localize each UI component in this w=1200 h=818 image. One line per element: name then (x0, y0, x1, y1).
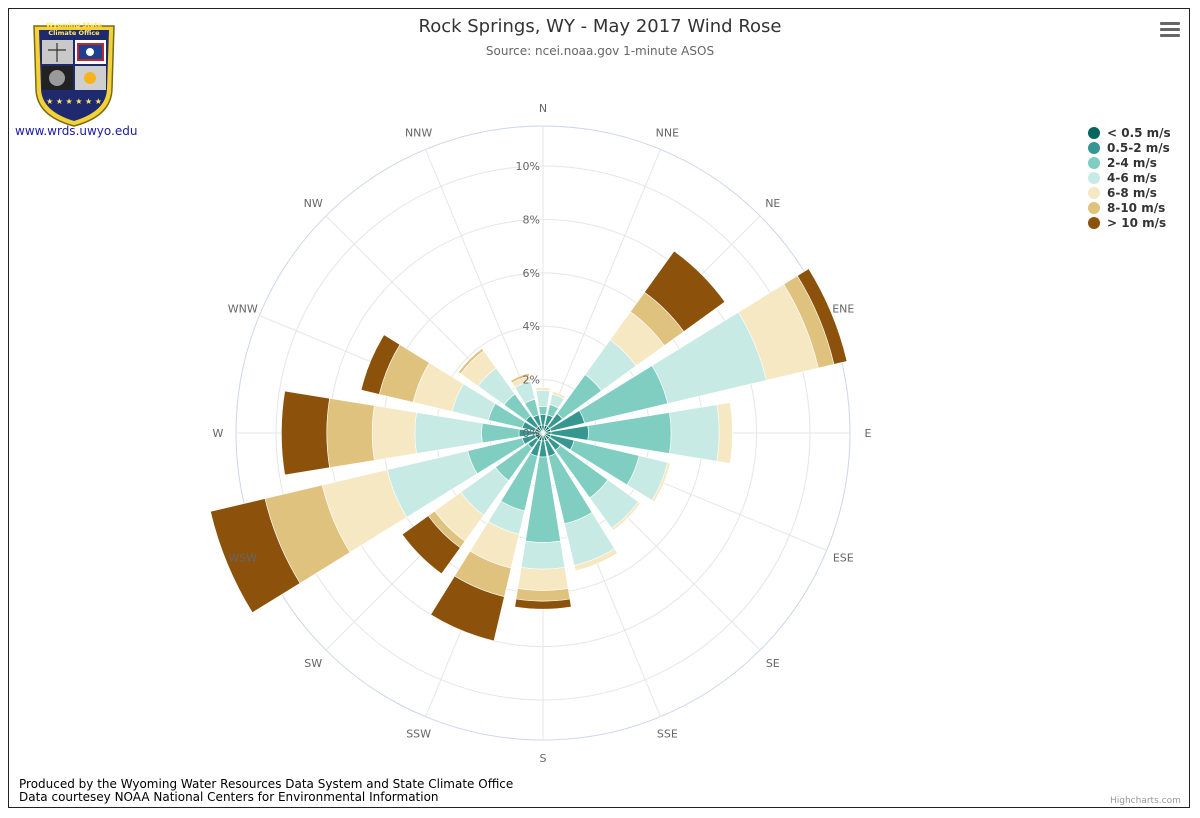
radial-tick-label: 2% (523, 374, 540, 387)
footer-credit-line-2: Data courtesey NOAA National Centers for… (19, 790, 439, 804)
wrds-website-link[interactable]: www.wrds.uwyo.edu (15, 124, 138, 138)
direction-label-SSE: SSE (657, 727, 678, 740)
svg-text:★ ★ ★ ★ ★ ★: ★ ★ ★ ★ ★ ★ (46, 97, 102, 106)
direction-label-WSW: WSW (228, 551, 257, 564)
grid-spoke (542, 149, 661, 434)
bar-WSW-series-6 (210, 498, 301, 614)
bar-N-series-3 (535, 389, 551, 407)
direction-label-NNW: NNW (405, 127, 432, 140)
legend-label: 2-4 m/s (1107, 155, 1157, 170)
bar-NNW-series-5 (510, 372, 530, 384)
direction-label-WNW: WNW (228, 303, 258, 316)
legend: < 0.5 m/s 0.5-2 m/s 2-4 m/s 4-6 m/s 6-8 m/s 8… (1088, 125, 1188, 230)
legend-label: 0.5-2 m/s (1107, 140, 1170, 155)
legend-label: > 10 m/s (1107, 215, 1167, 230)
direction-label-NW: NW (304, 197, 323, 210)
direction-labels: N NNE NE ENE E ESE SE SSE S SSW SW WSW W WNW NW NNW (213, 102, 872, 765)
legend-item-6[interactable]: > 10 m/s (1088, 215, 1188, 230)
bar-NW-series-5 (458, 348, 485, 375)
wyoming-climate-office-logo: Wyoming State Climate Office ★ ★ ★ ★ ★ ★ (33, 21, 115, 127)
legend-color-dot-icon (1088, 171, 1100, 184)
hamburger-menu-icon[interactable] (1158, 20, 1182, 40)
legend-label: 6-8 m/s (1107, 185, 1157, 200)
bar-SW-series-6 (401, 515, 461, 575)
legend-color-dot-icon (1088, 156, 1100, 169)
direction-label-S: S (540, 752, 547, 765)
legend-label: 8-10 m/s (1107, 200, 1166, 215)
bar-WNW-series-6 (360, 334, 401, 395)
direction-label-SW: SW (304, 657, 322, 670)
direction-label-N: N (539, 102, 547, 115)
legend-color-dot-icon (1088, 201, 1100, 214)
radial-tick-label: 0% (523, 427, 540, 440)
legend-item-3[interactable]: 4-6 m/s (1088, 170, 1188, 185)
highcharts-credits-link[interactable]: Highcharts.com (1110, 796, 1181, 806)
direction-label-ESE: ESE (833, 551, 854, 564)
bar-SSW-series-6 (430, 575, 505, 642)
legend-color-dot-icon (1088, 141, 1100, 154)
bar-S-series-6 (514, 598, 572, 610)
bar-ENE-series-6 (796, 268, 848, 365)
legend-color-dot-icon (1088, 186, 1100, 199)
legend-color-dot-icon (1088, 126, 1100, 139)
footer-credit-line-1: Produced by the Wyoming Water Resources … (19, 777, 514, 791)
bar-S-series-5 (515, 588, 571, 602)
radial-tick-label: 10% (516, 160, 540, 173)
direction-label-SE: SE (766, 657, 780, 670)
chart-subtitle: Source: ncei.noaa.gov 1-minute ASOS (485, 44, 715, 58)
radial-tick-label: 6% (523, 267, 540, 280)
direction-label-SSW: SSW (406, 727, 431, 740)
svg-text:Wyoming State: Wyoming State (46, 21, 103, 29)
bar-N-series-4 (535, 387, 551, 392)
bar-W-series-5 (326, 397, 375, 469)
radial-tick-label: 8% (523, 213, 540, 226)
legend-item-2[interactable]: 2-4 m/s (1088, 155, 1188, 170)
bar-W-series-3 (414, 412, 483, 454)
bar-N-series-2 (538, 406, 548, 415)
bar-W-series-6 (281, 390, 330, 476)
chart-title: Rock Springs, WY - May 2017 Wind Rose (418, 16, 782, 37)
bar-ESE-series-4 (651, 462, 671, 503)
bar-NE-series-6 (644, 250, 726, 332)
bar-SE-series-4 (611, 501, 641, 531)
bar-E-series-4 (716, 402, 733, 464)
bar-SSE-series-4 (573, 548, 618, 572)
legend-item-5[interactable]: 8-10 m/s (1088, 200, 1188, 215)
radial-tick-labels: 0% 2% 4% 6% 8% 10% (516, 160, 540, 440)
legend-item-0[interactable]: < 0.5 m/s (1088, 125, 1188, 140)
direction-label-NE: NE (765, 197, 780, 210)
bar-E-series-3 (669, 404, 720, 462)
legend-color-dot-icon (1088, 216, 1100, 229)
bar-S-series-3 (520, 540, 566, 570)
direction-label-NNE: NNE (656, 127, 679, 140)
bar-NNE-series-4 (551, 391, 566, 400)
bar-W-series-4 (371, 405, 417, 461)
direction-label-W: W (213, 427, 224, 440)
legend-item-4[interactable]: 6-8 m/s (1088, 185, 1188, 200)
legend-label: 4-6 m/s (1107, 170, 1157, 185)
svg-text:Climate Office: Climate Office (48, 29, 100, 37)
legend-label: < 0.5 m/s (1107, 125, 1171, 140)
bar-S-series-4 (517, 567, 569, 591)
legend-item-1[interactable]: 0.5-2 m/s (1088, 140, 1188, 155)
radial-tick-label: 4% (523, 320, 540, 333)
wind-rose-bars (210, 250, 848, 642)
direction-label-E: E (865, 427, 872, 440)
direction-label-ENE: ENE (832, 303, 854, 316)
